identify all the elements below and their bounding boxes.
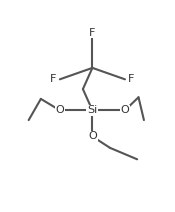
- Text: Si: Si: [87, 105, 97, 115]
- Text: O: O: [121, 105, 129, 115]
- Text: F: F: [50, 74, 57, 84]
- Text: O: O: [55, 105, 64, 115]
- Text: F: F: [89, 28, 96, 38]
- Text: F: F: [128, 74, 135, 84]
- Text: O: O: [88, 131, 97, 141]
